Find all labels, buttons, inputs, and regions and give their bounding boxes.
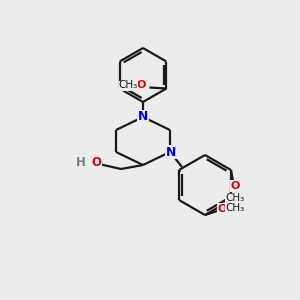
Text: O: O — [230, 181, 240, 191]
Text: O: O — [217, 204, 227, 214]
Text: O: O — [91, 157, 101, 169]
Text: N: N — [138, 110, 148, 124]
Text: CH₃: CH₃ — [119, 80, 138, 91]
Text: CH₃: CH₃ — [225, 193, 244, 203]
Text: O: O — [137, 80, 146, 91]
Text: CH₃: CH₃ — [225, 203, 244, 213]
Text: H: H — [76, 155, 86, 169]
Text: N: N — [166, 146, 176, 158]
